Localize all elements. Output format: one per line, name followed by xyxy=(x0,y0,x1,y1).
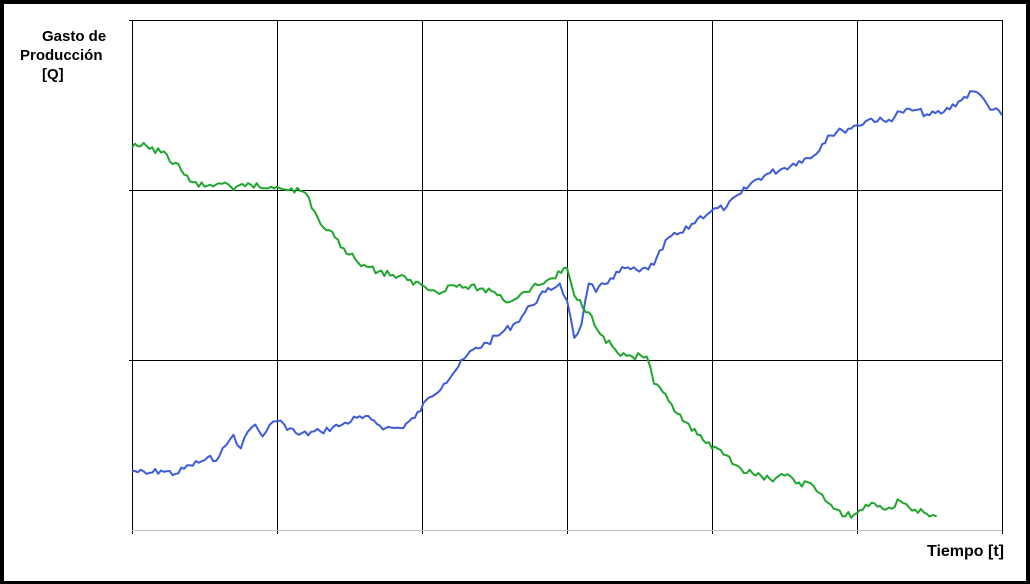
y-axis-label-line-1: Gasto de xyxy=(42,28,107,45)
series-line-2 xyxy=(131,141,938,519)
x-axis-label: Tiempo [t] xyxy=(926,543,1004,560)
y-axis-label-line-2: Producción xyxy=(20,47,103,64)
series-layer xyxy=(131,90,1003,519)
series-line-1 xyxy=(131,90,1003,477)
y-axis-label: Gasto de Producción [Q] xyxy=(20,27,130,84)
y-axis-label-line-3: [Q] xyxy=(42,66,64,83)
chart-grid xyxy=(129,20,1003,534)
